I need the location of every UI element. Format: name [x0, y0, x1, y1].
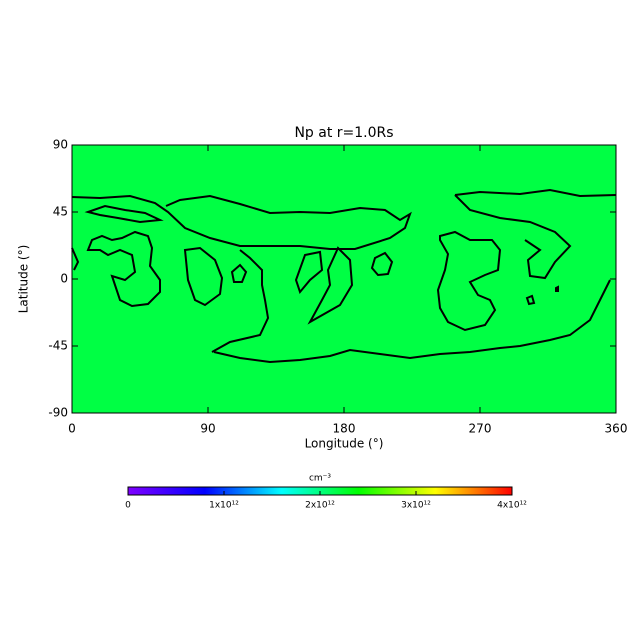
- x-axis-label: Longitude (°): [305, 437, 384, 451]
- contour: [525, 294, 536, 306]
- x-tick-label: 180: [333, 422, 356, 436]
- contour: [211, 249, 611, 364]
- y-tick-label: 0: [60, 272, 68, 286]
- x-tick-label: 360: [605, 422, 628, 436]
- y-tick-label: 90: [53, 138, 68, 152]
- y-tick-label: -45: [48, 339, 68, 353]
- chart-title: Np at r=1.0Rs: [294, 125, 393, 141]
- contour: [71, 230, 161, 308]
- colorbar-tick-label: 2x10¹²: [305, 501, 335, 511]
- contour: [183, 246, 224, 307]
- contour: [71, 194, 412, 250]
- contour: [370, 251, 394, 277]
- x-tick-label: 270: [469, 422, 492, 436]
- colorbar-label: cm⁻³: [309, 474, 331, 484]
- contour: [84, 204, 164, 224]
- colorbar-tick-label: 3x10¹²: [401, 501, 431, 511]
- contour: [436, 188, 617, 332]
- y-tick-label: 45: [53, 205, 68, 219]
- y-axis-label: Latitude (°): [17, 245, 31, 314]
- colorbar-tick-label: 1x10¹²: [209, 501, 239, 511]
- contour: [307, 246, 354, 325]
- colorbar-tick-label: 4x10¹²: [497, 501, 527, 511]
- contour: [555, 285, 559, 292]
- x-tick-label: 90: [200, 422, 215, 436]
- y-tick-label: -90: [48, 406, 68, 420]
- field: [72, 145, 616, 413]
- contour: [230, 263, 248, 283]
- colorbar-tick-label: 0: [125, 501, 131, 511]
- contours: [71, 188, 617, 364]
- x-tick-label: 0: [68, 422, 76, 436]
